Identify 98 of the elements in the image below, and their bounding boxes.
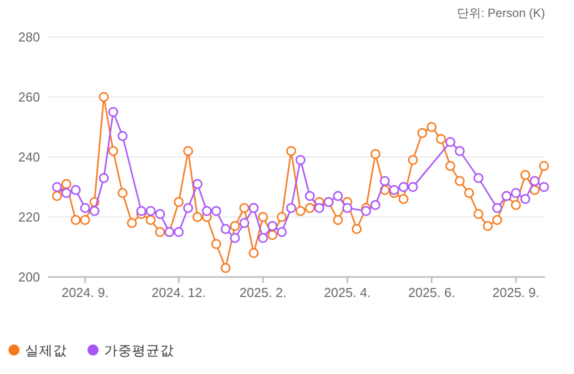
point xyxy=(230,221,240,231)
point xyxy=(286,203,296,213)
point xyxy=(314,203,324,213)
point xyxy=(464,188,474,198)
point xyxy=(473,173,484,183)
point xyxy=(146,215,156,225)
point xyxy=(445,161,456,171)
point xyxy=(370,200,380,210)
point xyxy=(118,188,128,198)
point xyxy=(202,206,212,216)
point xyxy=(398,194,408,204)
point xyxy=(248,203,259,213)
point xyxy=(530,176,540,186)
y-tick-label: 240 xyxy=(18,150,40,164)
point xyxy=(426,122,437,132)
point xyxy=(70,215,81,225)
point xyxy=(276,227,287,237)
x-tick-label: 2024. 9. xyxy=(62,285,109,300)
point xyxy=(61,179,72,189)
y-tick-label: 260 xyxy=(18,90,40,104)
point xyxy=(192,212,202,222)
point xyxy=(398,182,408,192)
point xyxy=(539,182,549,192)
point xyxy=(510,200,521,210)
point xyxy=(304,203,315,213)
point xyxy=(248,248,259,258)
point xyxy=(454,146,465,156)
point xyxy=(258,233,268,243)
point xyxy=(445,137,456,147)
point xyxy=(389,185,400,195)
point xyxy=(539,161,549,171)
point xyxy=(239,203,250,213)
point xyxy=(220,224,231,234)
point xyxy=(183,203,194,213)
point xyxy=(520,170,530,180)
point xyxy=(108,107,118,117)
point xyxy=(136,206,146,216)
point xyxy=(286,146,296,156)
point xyxy=(296,155,306,165)
point xyxy=(417,128,428,138)
x-tick-label: 2025. 2. xyxy=(240,285,287,300)
point xyxy=(492,215,502,225)
point xyxy=(174,197,184,207)
point xyxy=(220,263,231,273)
point xyxy=(52,182,62,192)
point xyxy=(473,209,484,219)
point xyxy=(155,227,165,237)
legend-label: 가중평균값 xyxy=(104,343,174,358)
point xyxy=(98,173,109,183)
point xyxy=(230,233,240,243)
point xyxy=(90,206,100,216)
x-tick-label: 2025. 6. xyxy=(408,285,456,300)
point xyxy=(174,227,184,237)
legend-label: 실제값 xyxy=(25,343,67,358)
point xyxy=(454,176,465,186)
point xyxy=(52,191,62,201)
point xyxy=(296,206,306,216)
point xyxy=(492,203,502,213)
x-tick-label: 2025. 4. xyxy=(324,285,371,300)
point xyxy=(333,215,343,225)
point xyxy=(370,149,380,159)
point xyxy=(211,239,222,249)
y-tick-label: 200 xyxy=(18,270,40,284)
point xyxy=(276,212,287,222)
point xyxy=(304,191,315,201)
point xyxy=(61,188,72,198)
point xyxy=(520,194,530,204)
point xyxy=(258,212,268,222)
point xyxy=(352,224,362,234)
point xyxy=(118,131,128,141)
text: 단위: Person (K) xyxy=(456,6,545,20)
point xyxy=(436,134,446,144)
point xyxy=(155,209,165,219)
point xyxy=(342,203,352,213)
x-tick-label: 2025. 9. xyxy=(492,285,540,300)
y-tick-label: 280 xyxy=(18,30,40,44)
point xyxy=(267,221,278,231)
point xyxy=(80,203,90,213)
point xyxy=(146,206,156,216)
x-tick-label: 2024. 12. xyxy=(152,285,206,300)
point xyxy=(380,176,390,186)
point xyxy=(126,218,137,228)
y-tick-label: 220 xyxy=(18,210,40,224)
point xyxy=(408,155,418,165)
point xyxy=(183,146,194,156)
point xyxy=(267,230,278,240)
point xyxy=(70,185,81,195)
point xyxy=(108,146,118,156)
point xyxy=(510,188,521,198)
point xyxy=(211,206,222,216)
point xyxy=(408,182,418,192)
point xyxy=(239,218,250,228)
point xyxy=(361,206,372,216)
point xyxy=(333,191,343,201)
point xyxy=(192,179,202,189)
point xyxy=(98,92,109,102)
point xyxy=(80,215,90,225)
point xyxy=(482,221,493,231)
